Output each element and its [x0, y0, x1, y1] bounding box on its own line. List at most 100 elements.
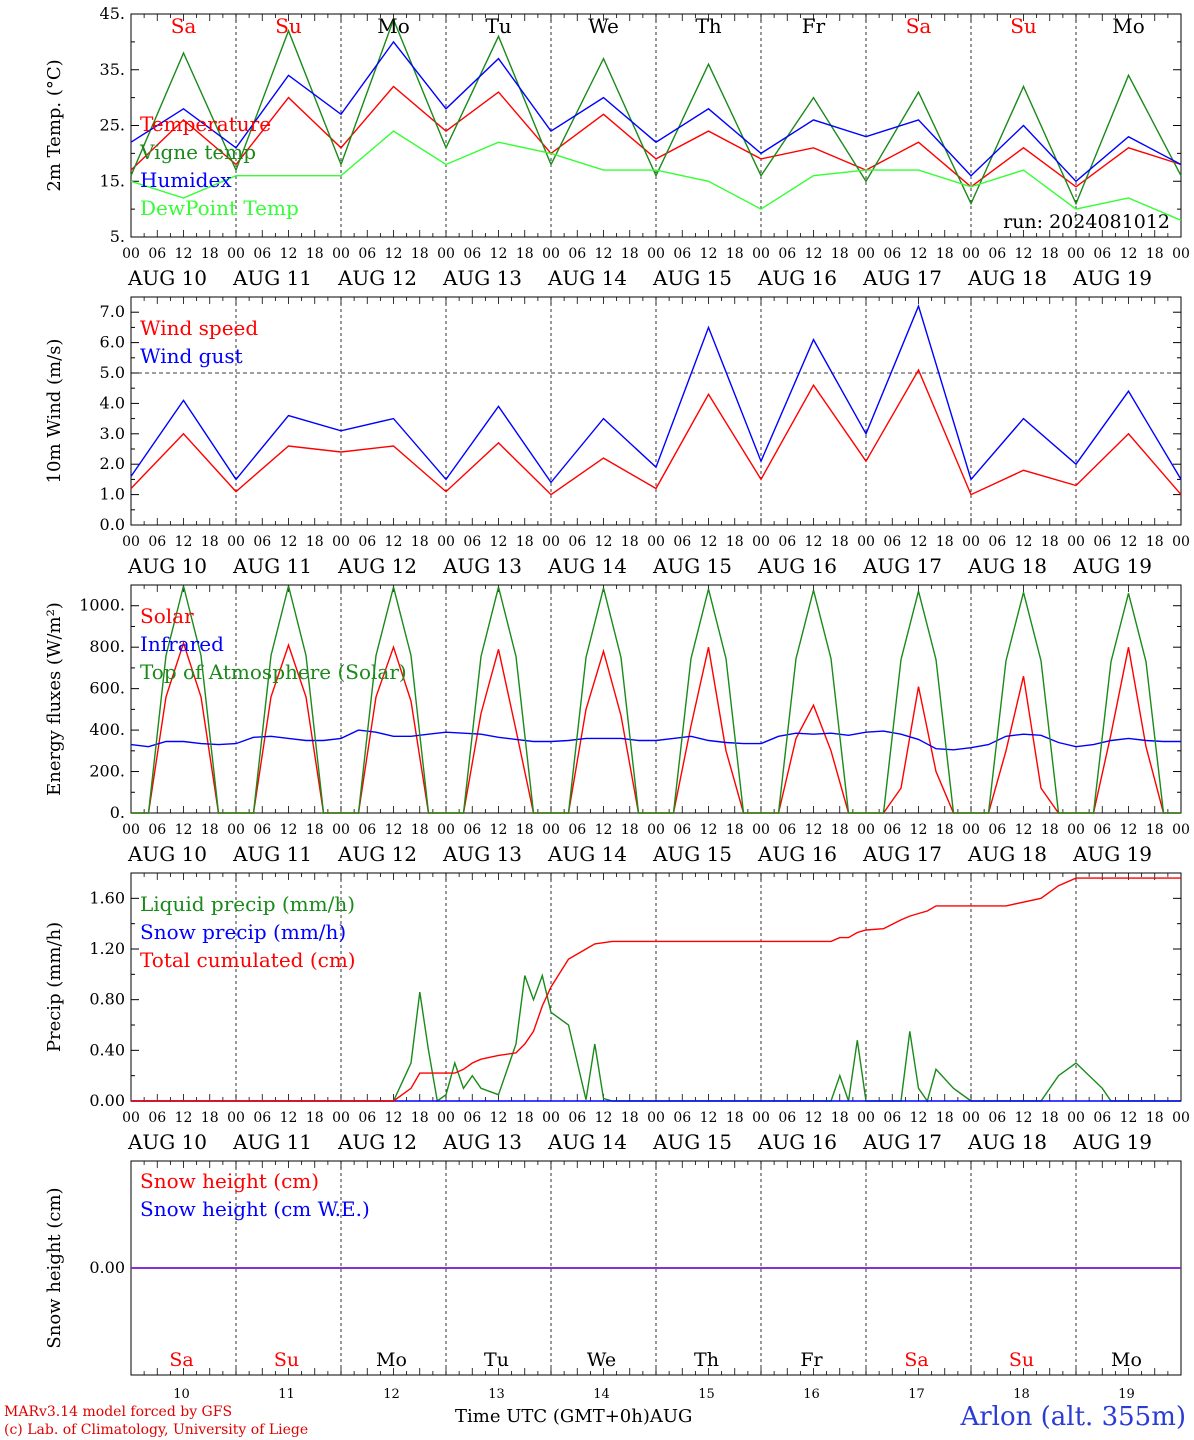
x-tick-label: 00 [752, 534, 770, 550]
day-name: Sa [904, 1349, 928, 1371]
day-name: Mo [1111, 1349, 1142, 1371]
day-name: We [588, 14, 619, 38]
date-label: AUG 15 [652, 842, 732, 866]
y-tick-label: 0.0 [100, 515, 125, 534]
x-tick-label: 18 [621, 822, 639, 838]
x-tick-label: 00 [227, 246, 245, 262]
x-tick-label: 12 [175, 246, 193, 262]
legend-entry: Top of Atmosphere (Solar) [140, 660, 407, 684]
x-tick-label: 00 [647, 534, 665, 550]
x-tick-label: 12 [175, 822, 193, 838]
x-tick-label: 12 [910, 822, 928, 838]
day-name: Sa [171, 14, 197, 38]
legend-entry: Solar [140, 604, 194, 628]
y-tick-label: 5.0 [100, 363, 125, 382]
y-tick-label: 1000. [79, 596, 125, 615]
date-label: AUG 14 [547, 842, 627, 866]
x-tick-label: 06 [883, 246, 901, 262]
x-tick-label: 12 [595, 246, 613, 262]
x-tick-label: 18 [1146, 1110, 1164, 1126]
series-line [130, 130, 1182, 221]
x-tick-label: 12 [700, 1110, 718, 1126]
x-tick-label: 00 [1067, 246, 1085, 262]
x-tick-label: 12 [280, 246, 298, 262]
x-tick-label: 06 [148, 534, 166, 550]
x-tick-label: 18 [621, 1110, 639, 1126]
x-tick-label: 00 [227, 534, 245, 550]
x-tick-label: 06 [1093, 534, 1111, 550]
date-label: AUG 12 [337, 266, 417, 290]
y-tick-label: 800. [89, 637, 125, 656]
x-tick-label: 12 [805, 1110, 823, 1126]
date-label: AUG 17 [862, 554, 942, 578]
date-label: AUG 13 [442, 266, 522, 290]
date-label: AUG 16 [757, 266, 837, 290]
day-number: 11 [278, 1387, 295, 1402]
date-label: AUG 15 [652, 266, 732, 290]
x-tick-label: 00 [1172, 246, 1190, 262]
date-label: AUG 10 [127, 842, 207, 866]
x-tick-label: 06 [1093, 822, 1111, 838]
y-tick-label: 0.80 [89, 990, 125, 1009]
x-tick-label: 00 [332, 822, 350, 838]
x-tick-label: 00 [962, 534, 980, 550]
x-tick-label: 00 [857, 534, 875, 550]
x-tick-label: 00 [332, 1110, 350, 1126]
y-tick-label: 0.40 [89, 1040, 125, 1059]
series-line [130, 304, 1182, 484]
x-tick-label: 18 [516, 822, 534, 838]
day-name: Fr [800, 1349, 823, 1371]
x-tick-label: 00 [437, 1110, 455, 1126]
date-label: AUG 13 [442, 1130, 522, 1154]
x-tick-label: 00 [752, 1110, 770, 1126]
x-tick-label: 06 [778, 1110, 796, 1126]
x-tick-label: 12 [490, 534, 508, 550]
x-tick-label: 18 [621, 534, 639, 550]
day-name: Su [1009, 1349, 1034, 1371]
x-tick-label: 00 [542, 822, 560, 838]
date-label: AUG 15 [652, 1130, 732, 1154]
x-tick-label: 18 [201, 822, 219, 838]
y-tick-label: 600. [89, 679, 125, 698]
legend-entry: Total cumulated (cm) [140, 948, 356, 972]
y-tick-label: 0.00 [89, 1258, 125, 1277]
day-number: 10 [173, 1387, 190, 1402]
y-tick-label: 7.0 [100, 302, 125, 321]
y-tick-label: 3.0 [100, 424, 125, 443]
x-axis-title: Time UTC (GMT+0h)AUG [455, 1406, 693, 1427]
legend-entry: Temperature [140, 112, 271, 136]
x-tick-label: 06 [568, 822, 586, 838]
date-label: AUG 10 [127, 1130, 207, 1154]
y-tick-label: 1.0 [100, 485, 125, 504]
legend-entry: Liquid precip (mm/h) [140, 892, 355, 916]
date-label: AUG 12 [337, 554, 417, 578]
x-tick-label: 18 [726, 822, 744, 838]
x-tick-label: 06 [148, 822, 166, 838]
x-tick-label: 18 [831, 246, 849, 262]
x-tick-label: 18 [936, 246, 954, 262]
day-name: We [587, 1349, 616, 1371]
x-tick-label: 18 [516, 534, 534, 550]
date-label: AUG 19 [1072, 554, 1152, 578]
x-tick-label: 06 [988, 534, 1006, 550]
date-label: AUG 11 [232, 554, 312, 578]
x-tick-label: 06 [463, 246, 481, 262]
x-tick-label: 00 [1172, 1110, 1190, 1126]
date-label: AUG 11 [232, 266, 312, 290]
y-axis-label: Energy fluxes (W/m²) [44, 602, 65, 796]
x-tick-label: 00 [122, 246, 140, 262]
x-tick-label: 12 [1120, 246, 1138, 262]
x-tick-label: 06 [988, 246, 1006, 262]
y-tick-label: 6.0 [100, 333, 125, 352]
day-name: Mo [1112, 14, 1145, 38]
date-label: AUG 16 [757, 1130, 837, 1154]
date-label: AUG 16 [757, 554, 837, 578]
x-tick-label: 12 [1015, 534, 1033, 550]
y-tick-label: 25. [100, 116, 125, 135]
date-label: AUG 12 [337, 842, 417, 866]
x-tick-label: 12 [700, 534, 718, 550]
y-tick-label: 4.0 [100, 393, 125, 412]
legend-entry: Wind gust [140, 344, 243, 368]
date-label: AUG 19 [1072, 1130, 1152, 1154]
x-tick-label: 06 [673, 1110, 691, 1126]
